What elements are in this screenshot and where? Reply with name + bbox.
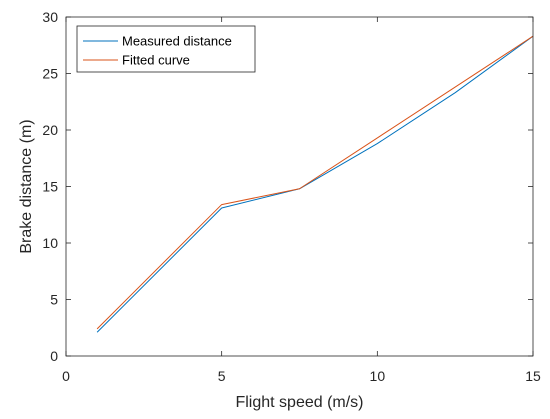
y-tick-label: 30 [42,9,58,25]
x-axis-label: Flight speed (m/s) [235,394,363,411]
series-line-measured-distance [96,35,534,333]
y-tick-label: 5 [50,292,58,308]
y-tick-label: 15 [42,179,58,195]
legend-label-fitted: Fitted curve [122,53,190,68]
y-axis-ticks: 0 5 10 15 20 25 30 [42,9,533,364]
x-tick-label: 0 [62,368,70,384]
legend-box [76,25,256,73]
series-line-fitted-curve [96,35,534,330]
x-axis-ticks: 0 5 10 15 [62,17,541,384]
x-tick-label: 10 [370,368,386,384]
y-tick-label: 0 [50,348,58,364]
y-axis-label: Brake distance (m) [18,119,35,253]
legend-label-measured: Measured distance [122,34,232,49]
x-tick-label: 15 [525,368,541,384]
series-layer [96,35,534,333]
y-tick-label: 25 [42,66,58,82]
y-tick-label: 10 [42,235,58,251]
legend: Measured distance Fitted curve [76,25,256,73]
y-tick-label: 20 [42,122,58,138]
plot-area [66,17,533,356]
x-tick-label: 5 [218,368,226,384]
